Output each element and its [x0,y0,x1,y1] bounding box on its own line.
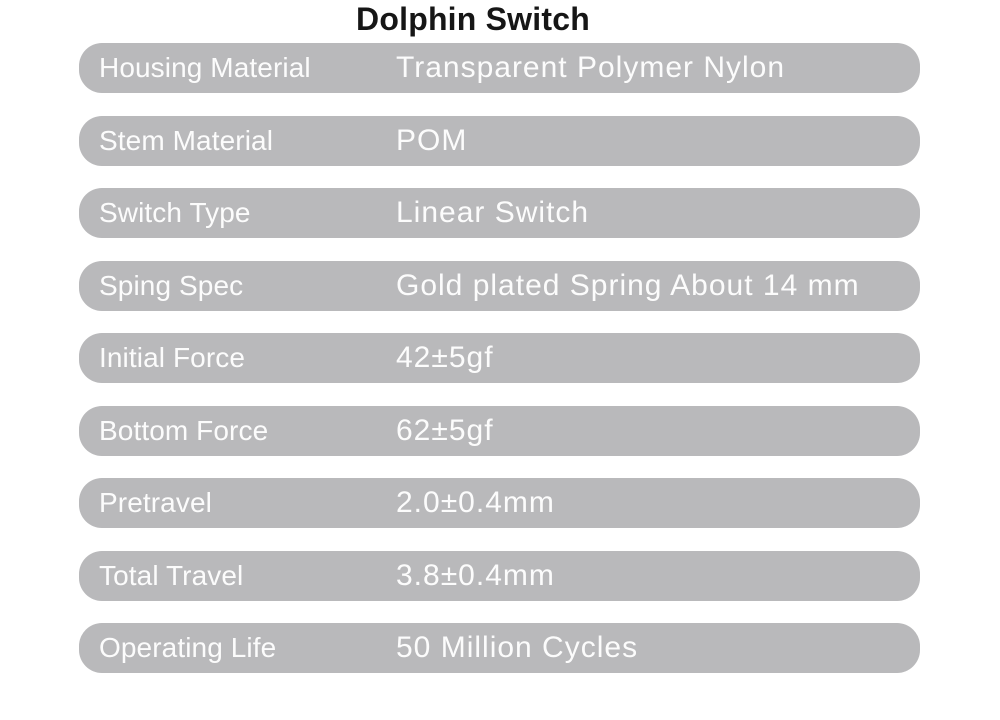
spec-row-bottom-force: Bottom Force 62±5gf [79,405,920,456]
spec-label: Housing Material [99,52,311,83]
spec-label: Sping Spec [99,269,244,301]
spec-value: Transparent Polymer Nylon [396,51,786,84]
spec-value: POM [396,123,468,157]
spec-value: Linear Switch [396,196,590,229]
page-title: Dolphin Switch [356,1,590,37]
spec-value: Gold plated Spring About 14 mm [396,268,860,302]
spec-value: 62±5gf [396,413,494,447]
spec-label: Switch Type [99,197,251,228]
spec-value: 2.0±0.4mm [396,486,555,519]
spec-value: 50 Million Cycles [396,631,639,664]
spec-row-stem-material: Stem Material POM [79,115,920,166]
spec-row-spring-spec: Sping Spec Gold plated Spring About 14 m… [79,260,920,311]
spec-label: Stem Material [99,124,274,156]
spec-row-switch-type: Switch Type Linear Switch [79,188,920,238]
spec-label: Bottom Force [99,414,269,446]
spec-label: Initial Force [99,342,246,373]
spec-value: 42±5gf [396,341,494,374]
spec-row-housing-material: Housing Material Transparent Polymer Nyl… [79,43,920,93]
spec-label: Total Travel [99,559,244,591]
spec-row-total-travel: Total Travel 3.8±0.4mm [79,550,920,601]
spec-row-initial-force: Initial Force 42±5gf [79,333,920,383]
spec-row-pretravel: Pretravel 2.0±0.4mm [79,478,920,528]
spec-row-operating-life: Operating Life 50 Million Cycles [79,623,920,673]
spec-table: Housing Material Transparent Polymer Nyl… [79,43,920,673]
spec-label: Pretravel [99,487,212,518]
spec-label: Operating Life [99,632,277,663]
spec-value: 3.8±0.4mm [396,558,555,592]
